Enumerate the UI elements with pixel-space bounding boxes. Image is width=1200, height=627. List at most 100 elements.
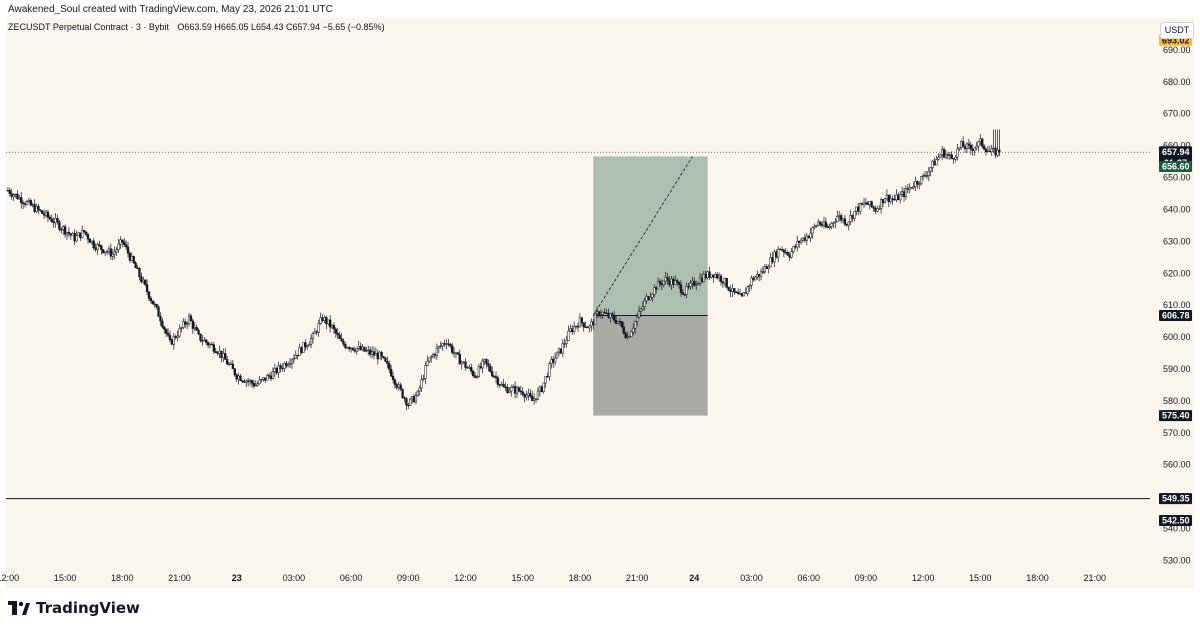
candle xyxy=(48,216,52,220)
candle xyxy=(977,141,980,147)
candle xyxy=(788,254,791,258)
price-tag-label: 656.60 xyxy=(1162,161,1190,171)
candle xyxy=(245,380,248,383)
candle xyxy=(982,146,986,150)
candle xyxy=(769,257,772,268)
candle xyxy=(403,397,406,399)
candle xyxy=(937,156,940,160)
candle xyxy=(353,349,357,352)
candle xyxy=(563,343,566,345)
candle xyxy=(203,339,206,342)
candle xyxy=(708,271,711,278)
candle xyxy=(376,352,379,360)
candle xyxy=(23,203,27,205)
candle xyxy=(443,343,446,345)
candle xyxy=(561,343,564,354)
candle xyxy=(504,386,507,388)
currency-button[interactable]: USDT xyxy=(1160,22,1194,39)
candle xyxy=(159,316,162,322)
candle xyxy=(860,203,864,205)
candle xyxy=(41,210,44,214)
candle xyxy=(704,273,707,279)
candle xyxy=(124,244,128,248)
candle xyxy=(521,391,524,395)
y-tick-label: 530.00 xyxy=(1163,555,1191,565)
candle xyxy=(12,194,15,197)
candle xyxy=(214,351,217,353)
candle xyxy=(519,390,522,393)
price-tag xyxy=(1159,160,1192,172)
candle xyxy=(656,280,660,290)
candle xyxy=(828,226,831,229)
candle xyxy=(269,375,273,379)
candle xyxy=(582,322,585,328)
x-tick-label: 21:00 xyxy=(168,573,191,583)
candle xyxy=(103,251,107,254)
x-tick-label: 12:00 xyxy=(912,573,935,583)
candle xyxy=(389,368,393,377)
chart-credit: Awakened_Soul created with TradingView.c… xyxy=(8,4,333,15)
candle xyxy=(510,387,513,392)
candle xyxy=(52,221,55,224)
y-tick-label: 590.00 xyxy=(1163,364,1191,374)
candle xyxy=(319,317,322,324)
candle xyxy=(86,234,90,240)
candle xyxy=(309,338,313,345)
symbol-legend[interactable]: ZECUSDT Perpetual Contract · 3 · Bybit O… xyxy=(8,22,385,32)
candle xyxy=(197,329,200,335)
candle xyxy=(8,190,11,194)
candle xyxy=(979,138,982,142)
candle xyxy=(529,393,532,397)
candle xyxy=(100,245,103,250)
candle xyxy=(662,280,665,286)
candle xyxy=(98,244,101,246)
candle xyxy=(456,352,460,355)
candle xyxy=(687,286,690,288)
candle xyxy=(96,244,99,250)
candle xyxy=(803,237,807,241)
candle xyxy=(904,188,908,197)
candle xyxy=(664,277,667,282)
candle xyxy=(939,154,942,158)
candle xyxy=(887,194,890,202)
candle xyxy=(542,382,545,392)
candle xyxy=(696,283,700,286)
candle xyxy=(918,183,921,185)
candle xyxy=(921,175,925,177)
candle xyxy=(595,311,599,315)
y-tick-label: 670.00 xyxy=(1163,109,1191,119)
candle xyxy=(386,361,389,364)
candle xyxy=(483,358,486,362)
candle xyxy=(675,280,679,283)
ohlc-values: O663.59 H665.05 L654.43 C657.94 −5.65 (−… xyxy=(177,22,385,32)
candle xyxy=(285,363,288,367)
candle xyxy=(971,148,974,151)
candle xyxy=(349,347,353,350)
candle xyxy=(498,384,501,386)
candle xyxy=(771,257,774,263)
y-tick-label: 640.00 xyxy=(1163,204,1191,214)
candle xyxy=(418,387,421,392)
candle xyxy=(552,358,555,363)
candle xyxy=(477,366,481,377)
candle xyxy=(168,334,172,341)
candle xyxy=(201,340,204,342)
x-tick-label: 09:00 xyxy=(855,573,878,583)
candle xyxy=(981,138,984,147)
candle xyxy=(857,206,860,212)
candle xyxy=(750,277,753,286)
candle xyxy=(649,297,652,300)
candle xyxy=(952,158,955,160)
candle xyxy=(899,194,902,201)
price-tag xyxy=(1159,493,1192,505)
candle xyxy=(992,147,995,150)
candle xyxy=(424,365,427,379)
candle xyxy=(208,343,212,346)
tradingview-logo-icon xyxy=(8,601,30,615)
candle xyxy=(445,343,448,345)
candle xyxy=(189,315,193,322)
candle xyxy=(361,346,364,351)
x-tick-label: 12:00 xyxy=(0,573,19,583)
candle xyxy=(182,321,185,328)
